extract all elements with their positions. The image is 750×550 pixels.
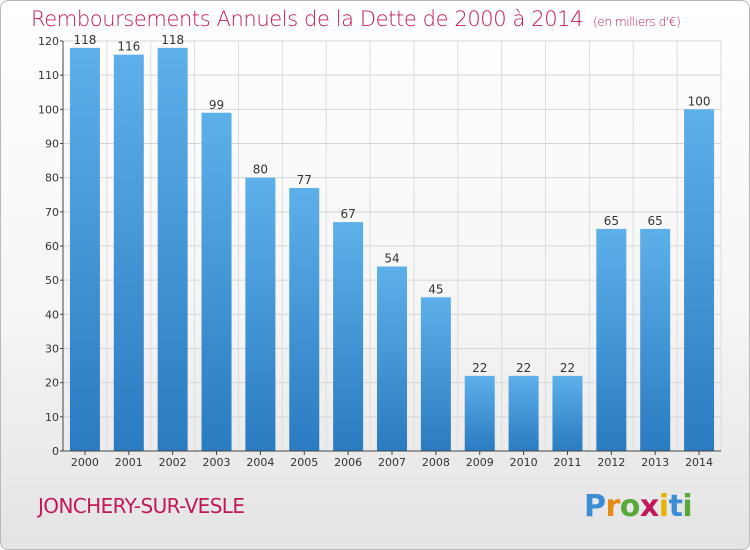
bar[interactable] bbox=[684, 109, 715, 451]
logo-letter: o bbox=[619, 489, 641, 524]
y-tick-label: 60 bbox=[45, 240, 59, 253]
commune-name: JONCHERY-SUR-VESLE bbox=[38, 494, 245, 518]
data-label: 22 bbox=[472, 361, 487, 375]
logo-letter: P bbox=[584, 489, 606, 524]
data-label: 116 bbox=[117, 40, 140, 54]
y-tick-label: 120 bbox=[38, 35, 59, 48]
chart-title: Remboursements Annuels de la Dette de 20… bbox=[31, 7, 681, 31]
x-tick-label: 2004 bbox=[246, 456, 274, 469]
chart-subtitle: (en milliers d'€) bbox=[593, 15, 681, 29]
x-tick-label: 2002 bbox=[159, 456, 187, 469]
x-tick-label: 2005 bbox=[290, 456, 318, 469]
bar[interactable] bbox=[113, 54, 144, 452]
data-label: 99 bbox=[209, 98, 224, 112]
data-label: 65 bbox=[648, 214, 663, 228]
x-tick-label: 2003 bbox=[203, 456, 231, 469]
bar[interactable] bbox=[464, 375, 495, 451]
data-label: 45 bbox=[428, 282, 443, 296]
y-tick-label: 0 bbox=[52, 445, 59, 458]
logo-letter: i bbox=[682, 489, 693, 524]
y-tick-label: 100 bbox=[38, 103, 59, 116]
bar[interactable] bbox=[333, 222, 364, 451]
y-tick-label: 80 bbox=[45, 172, 59, 185]
data-label: 65 bbox=[604, 214, 619, 228]
x-tick-label: 2014 bbox=[685, 456, 713, 469]
y-tick-label: 40 bbox=[45, 308, 59, 321]
x-tick-label: 2013 bbox=[641, 456, 669, 469]
data-label: 22 bbox=[516, 361, 531, 375]
logo-letter: t bbox=[668, 489, 683, 524]
bar[interactable] bbox=[508, 375, 539, 451]
bar[interactable] bbox=[596, 228, 627, 451]
axis-layer: 0 10 20 30 40 50 60 70 80 90 100 110 120 118 2000 116 20… bbox=[38, 33, 721, 469]
y-tick-label: 20 bbox=[45, 377, 59, 390]
x-tick-label: 2008 bbox=[422, 456, 450, 469]
data-label: 118 bbox=[161, 33, 184, 47]
x-tick-label: 2001 bbox=[115, 456, 143, 469]
x-tick-label: 2006 bbox=[334, 456, 362, 469]
x-tick-label: 2011 bbox=[553, 456, 581, 469]
data-label: 67 bbox=[340, 207, 355, 221]
data-label: 80 bbox=[253, 163, 268, 177]
bar[interactable] bbox=[377, 266, 407, 452]
data-label: 118 bbox=[73, 33, 96, 47]
logo-letter: i bbox=[658, 489, 669, 524]
x-tick-label: 2007 bbox=[378, 456, 406, 469]
y-tick-label: 50 bbox=[45, 274, 59, 287]
bars-layer bbox=[69, 47, 715, 452]
bar[interactable] bbox=[289, 187, 320, 451]
bar[interactable] bbox=[420, 297, 451, 451]
data-label: 77 bbox=[297, 173, 312, 187]
logo-letter: x bbox=[639, 489, 659, 524]
y-tick-label: 10 bbox=[45, 411, 59, 424]
bar[interactable] bbox=[245, 177, 276, 451]
bar[interactable] bbox=[69, 47, 100, 451]
bar[interactable] bbox=[201, 112, 232, 451]
y-tick-label: 110 bbox=[38, 69, 59, 82]
x-tick-label: 2010 bbox=[510, 456, 538, 469]
y-tick-label: 90 bbox=[45, 138, 59, 151]
x-tick-label: 2000 bbox=[71, 456, 99, 469]
x-tick-label: 2009 bbox=[466, 456, 494, 469]
bar[interactable] bbox=[640, 228, 671, 451]
data-label: 54 bbox=[384, 252, 399, 266]
data-label: 100 bbox=[688, 94, 711, 108]
data-label: 22 bbox=[560, 361, 575, 375]
y-tick-label: 30 bbox=[45, 343, 59, 356]
logo-letter: r bbox=[605, 489, 621, 524]
x-tick-label: 2012 bbox=[597, 456, 625, 469]
proxiti-logo[interactable]: Proxiti bbox=[584, 489, 693, 524]
bar[interactable] bbox=[157, 47, 188, 451]
bar[interactable] bbox=[552, 375, 583, 451]
y-tick-label: 70 bbox=[45, 206, 59, 219]
